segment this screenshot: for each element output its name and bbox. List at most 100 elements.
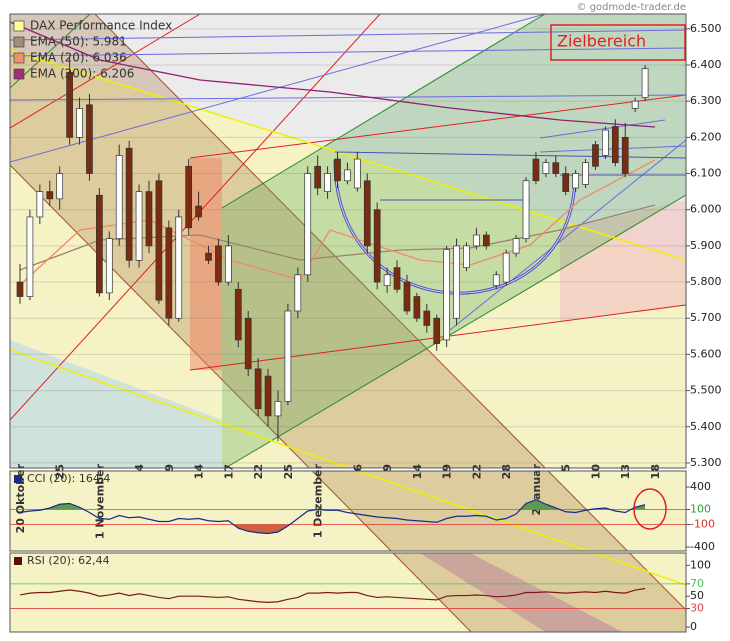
candle-body [473, 234, 480, 247]
candle-body [195, 205, 202, 218]
candle-body [135, 191, 143, 261]
y-tick-label: 5.800 [690, 275, 722, 288]
candle-body [631, 100, 639, 109]
brown-channel [10, 14, 686, 632]
trend-line [10, 14, 201, 129]
y-tick-label: 5.400 [690, 420, 722, 433]
x-tick-label: 18 [649, 464, 662, 479]
candle-body [86, 104, 93, 174]
candle-body [96, 194, 103, 294]
x-tick-label: 25 [282, 464, 295, 479]
blue-line [10, 14, 546, 163]
legend-label: EMA (200): 6.206 [30, 67, 134, 81]
blue-line [10, 47, 686, 57]
y-tick-label: 100 [690, 502, 711, 515]
y-tick-label: 400 [690, 480, 711, 493]
drawings [10, 14, 686, 632]
trend-line [10, 14, 381, 421]
candle-body [344, 169, 351, 182]
cci-frame [9, 470, 687, 552]
y-tick-label: 5.300 [690, 456, 722, 469]
y-tick-label: 5.900 [690, 239, 722, 252]
candle-body [36, 191, 44, 218]
y-tick-label: 5.600 [690, 347, 722, 360]
channel-line [221, 14, 546, 209]
candle-body [234, 288, 242, 341]
candle-body [334, 158, 341, 182]
candle-body [363, 180, 371, 247]
y-tick-label: 5.500 [690, 384, 722, 397]
x-tick-label: 13 [619, 464, 632, 479]
candle-body [175, 216, 183, 319]
x-tick-label: 19 [441, 464, 454, 479]
candle-body [453, 245, 460, 319]
channel-line [221, 194, 686, 471]
indicator-line [19, 587, 646, 603]
y-tick-label: 6.300 [690, 94, 722, 107]
candle-body [26, 216, 34, 297]
candle-body [611, 126, 619, 164]
candle-body [383, 274, 391, 287]
x-tick-label: 28 [500, 464, 513, 479]
ema-200 [10, 21, 656, 128]
candle-body [155, 180, 163, 301]
candle-body [393, 267, 401, 290]
candle-body [512, 238, 520, 254]
rsi-frame [9, 552, 687, 633]
legend-label: EMA (50): 5.981 [30, 35, 127, 49]
data-layer: 5.300 5.400 5.500 5.600 5.700 5.800 5.900 6.000… [10, 19, 722, 633]
y-tick-label: 6.200 [690, 130, 722, 143]
candle-body [254, 368, 262, 410]
candle-body [284, 310, 292, 402]
blue-line [539, 119, 666, 139]
highlight-circle [633, 488, 667, 530]
blue-line [10, 29, 686, 41]
blue-zone [10, 340, 222, 468]
y-tick-label: 5.700 [690, 311, 722, 324]
candle-body [602, 129, 609, 156]
cci-fill [233, 524, 290, 534]
y-tick-label: 6.100 [690, 167, 722, 180]
candle-body [621, 137, 629, 174]
candle-body [482, 234, 490, 247]
candle-body [582, 162, 589, 185]
y-tick-label: 6.400 [690, 58, 722, 71]
trend-line [189, 94, 686, 159]
yellow-line [10, 49, 686, 261]
candle-body [592, 144, 599, 167]
legend-label: EMA (20): 6.036 [30, 51, 127, 65]
candle-body [502, 252, 510, 283]
candle-body [244, 317, 252, 370]
candle-body [562, 173, 570, 192]
candle-body [105, 238, 113, 294]
candle-body [274, 401, 282, 417]
candle-body [433, 317, 441, 344]
candle-body [542, 162, 550, 174]
candle-body [304, 173, 312, 276]
y-tick-label: 30 [690, 602, 704, 615]
candle-body [215, 245, 222, 283]
candle-body [46, 191, 54, 200]
candle-body [56, 173, 64, 200]
x-tick-label: 22 [252, 464, 265, 479]
blue-line [10, 94, 686, 101]
yellow-zone [10, 50, 686, 632]
ema-50 [19, 204, 656, 271]
legend-swatch [13, 36, 25, 48]
y-tick-label: 6.500 [690, 22, 722, 35]
candle-body [185, 165, 193, 229]
y-tick-label: -100 [690, 518, 715, 531]
legend-swatch [13, 68, 25, 80]
y-tick-label: 70 [690, 577, 704, 590]
y-tick-label: 0 [690, 620, 697, 633]
candle-body [225, 245, 232, 283]
candle-body [205, 252, 212, 261]
candle-body [66, 71, 73, 138]
candle-body [641, 68, 649, 98]
candle-body [353, 158, 361, 189]
blue-line [449, 139, 686, 331]
candle-body [76, 108, 83, 138]
candle-body [572, 173, 579, 189]
legend-swatch [13, 20, 25, 32]
candle-body [463, 245, 470, 268]
